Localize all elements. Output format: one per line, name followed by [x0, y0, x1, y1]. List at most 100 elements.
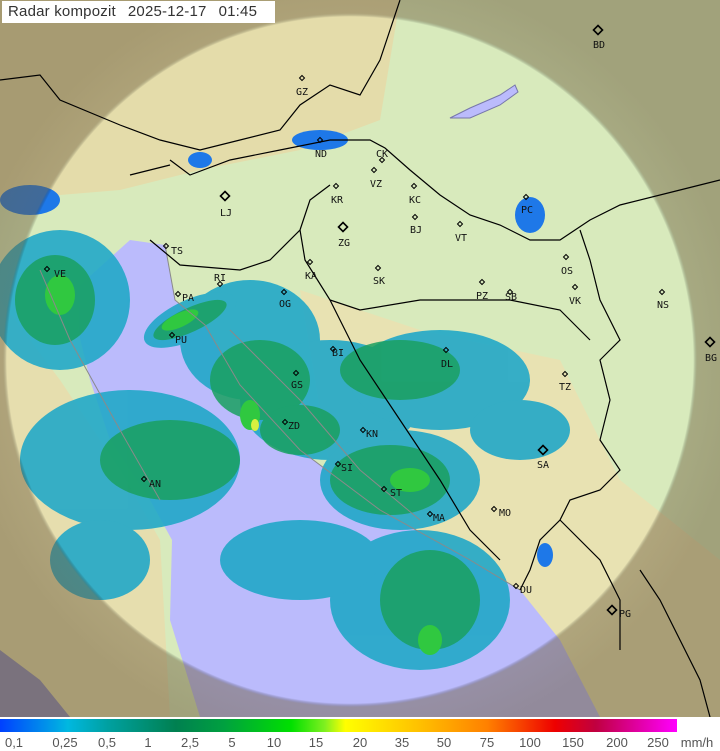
legend-label: 50: [436, 735, 452, 750]
legend-label: 250: [647, 735, 669, 750]
city-label: ND: [315, 149, 327, 160]
city-marker-icon: [606, 604, 618, 616]
city-label: TZ: [559, 382, 571, 393]
city-ck: CK: [376, 149, 388, 164]
city-tz: TZ: [559, 370, 571, 393]
city-label: DU: [520, 585, 532, 596]
title-date: 2025-12-17: [127, 3, 207, 20]
city-label: TS: [171, 246, 183, 257]
legend-label: 150: [562, 735, 584, 750]
city-label: KN: [366, 429, 378, 440]
city-label: MA: [433, 513, 445, 524]
coast-outlines: [39, 244, 521, 591]
city-sa: SA: [537, 444, 549, 471]
city-marker-icon: [561, 370, 569, 378]
city-vk: VK: [569, 283, 581, 307]
city-ka: KA: [305, 258, 317, 282]
title-time: 01:45: [218, 3, 258, 20]
city-marker-icon: [337, 221, 349, 233]
city-sb: SB: [505, 288, 517, 303]
city-mo: MO: [490, 505, 511, 519]
city-marker-icon: [426, 510, 434, 518]
legend-label: 0,1: [4, 735, 24, 750]
city-an: AN: [140, 475, 161, 490]
city-marker-icon: [162, 242, 170, 250]
city-marker-icon: [506, 288, 514, 296]
city-marker-icon: [562, 253, 570, 261]
city-label: NS: [657, 300, 669, 311]
city-label: MO: [499, 508, 511, 519]
city-marker-icon: [370, 166, 378, 174]
city-label: GS: [291, 380, 303, 391]
city-marker-icon: [658, 288, 666, 296]
city-label: ZG: [338, 238, 350, 249]
city-zd: ZD: [281, 418, 300, 432]
city-pg: PG: [606, 604, 631, 620]
city-og: OG: [279, 288, 291, 310]
city-marker-icon: [537, 444, 549, 456]
legend-label: 0,25: [52, 735, 78, 750]
city-ma: MA: [426, 510, 445, 524]
city-marker-icon: [292, 369, 300, 377]
city-label: KC: [409, 195, 421, 206]
legend-label: 35: [394, 735, 410, 750]
city-marker-icon: [306, 258, 314, 266]
city-bg: BG: [704, 336, 717, 364]
legend-label: 75: [479, 735, 495, 750]
city-marker-icon: [592, 24, 604, 36]
city-label: SA: [537, 460, 549, 471]
city-label: SK: [373, 276, 385, 287]
city-label: KA: [305, 271, 317, 282]
city-kr: KR: [331, 182, 344, 206]
city-label: KR: [331, 195, 344, 206]
city-kc: KC: [409, 182, 421, 206]
city-label: GZ: [296, 87, 308, 98]
city-label: PA: [182, 293, 194, 304]
city-gs: GS: [291, 369, 303, 391]
city-label: OS: [561, 266, 573, 277]
city-marker-icon: [168, 331, 176, 339]
city-label: BG: [705, 353, 717, 364]
city-label: RI: [214, 273, 226, 284]
city-marker-icon: [490, 505, 498, 513]
city-dl: DL: [441, 346, 453, 370]
city-marker-icon: [281, 418, 289, 426]
city-bj: BJ: [410, 213, 422, 236]
coverage-limit-shading: [0, 0, 720, 717]
city-label: AN: [149, 479, 161, 490]
city-st: ST: [380, 485, 402, 499]
city-lj: LJ: [219, 190, 232, 219]
city-marker-icon: [140, 475, 148, 483]
city-marker-icon: [410, 182, 418, 190]
city-label: PU: [175, 335, 187, 346]
city-label: PG: [619, 609, 631, 620]
city-marker-icon: [456, 220, 464, 228]
city-label: PZ: [476, 291, 488, 302]
city-marker-icon: [216, 280, 224, 288]
city-markers: BD GZ ND CK VZ KR KC LJ ZG BJ VT PC TS VE RI KA SK PZ SB OS…: [43, 24, 717, 620]
city-marker-icon: [378, 156, 386, 164]
legend-unit: mm/h: [680, 735, 714, 750]
city-pc: PC: [521, 193, 533, 216]
city-bi: BI: [329, 345, 344, 359]
city-label: LJ: [220, 208, 232, 219]
city-marker-icon: [571, 283, 579, 291]
city-label: VT: [455, 233, 467, 244]
city-marker-icon: [298, 74, 306, 82]
city-marker-icon: [280, 288, 288, 296]
city-ri: RI: [214, 273, 226, 288]
city-marker-icon: [704, 336, 716, 348]
legend-label: 20: [352, 735, 368, 750]
city-marker-icon: [334, 460, 342, 468]
legend-labels: 0,1 0,25 0,5 1 2,5 5 10 15 20 35 50 75 100 150 200 250 m…: [0, 735, 720, 751]
city-label: SI: [341, 463, 353, 474]
legend-label: 2,5: [180, 735, 200, 750]
city-label: BJ: [410, 225, 422, 236]
legend-label: 100: [519, 735, 541, 750]
city-label: SB: [505, 292, 517, 303]
city-ve: VE: [43, 265, 66, 280]
legend-label: 15: [308, 735, 324, 750]
city-gz: GZ: [296, 74, 308, 98]
city-label: VE: [54, 269, 66, 280]
